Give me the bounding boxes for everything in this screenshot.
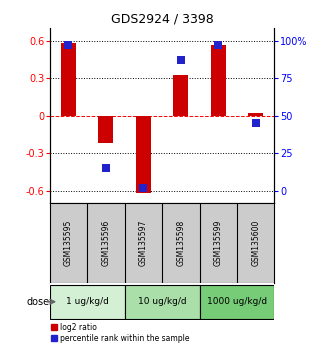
Text: GSM135595: GSM135595 [64,220,73,266]
Bar [50,285,125,319]
Point [103,165,108,171]
Text: 10 ug/kg/d: 10 ug/kg/d [138,297,187,306]
Point [253,120,258,126]
Text: GSM135598: GSM135598 [176,220,185,266]
Bar [136,116,151,193]
Legend: log2 ratio, percentile rank within the sample: log2 ratio, percentile rank within the s… [51,323,189,343]
Bar [61,43,76,116]
Text: GSM135597: GSM135597 [139,220,148,266]
Point [66,42,71,48]
Bar [248,113,263,116]
Text: dose: dose [27,297,50,307]
Title: GDS2924 / 3398: GDS2924 / 3398 [111,13,213,26]
Text: GSM135596: GSM135596 [101,220,110,266]
Bar [125,285,200,319]
Text: GSM135600: GSM135600 [251,220,260,266]
Point [216,42,221,48]
Text: 1 ug/kg/d: 1 ug/kg/d [66,297,108,306]
Text: GSM135599: GSM135599 [214,220,223,266]
Bar [211,45,226,116]
Point [178,57,183,63]
Text: 1000 ug/kg/d: 1000 ug/kg/d [207,297,267,306]
Bar [200,285,274,319]
Bar [173,75,188,116]
Point [141,185,146,191]
Bar [99,116,113,143]
